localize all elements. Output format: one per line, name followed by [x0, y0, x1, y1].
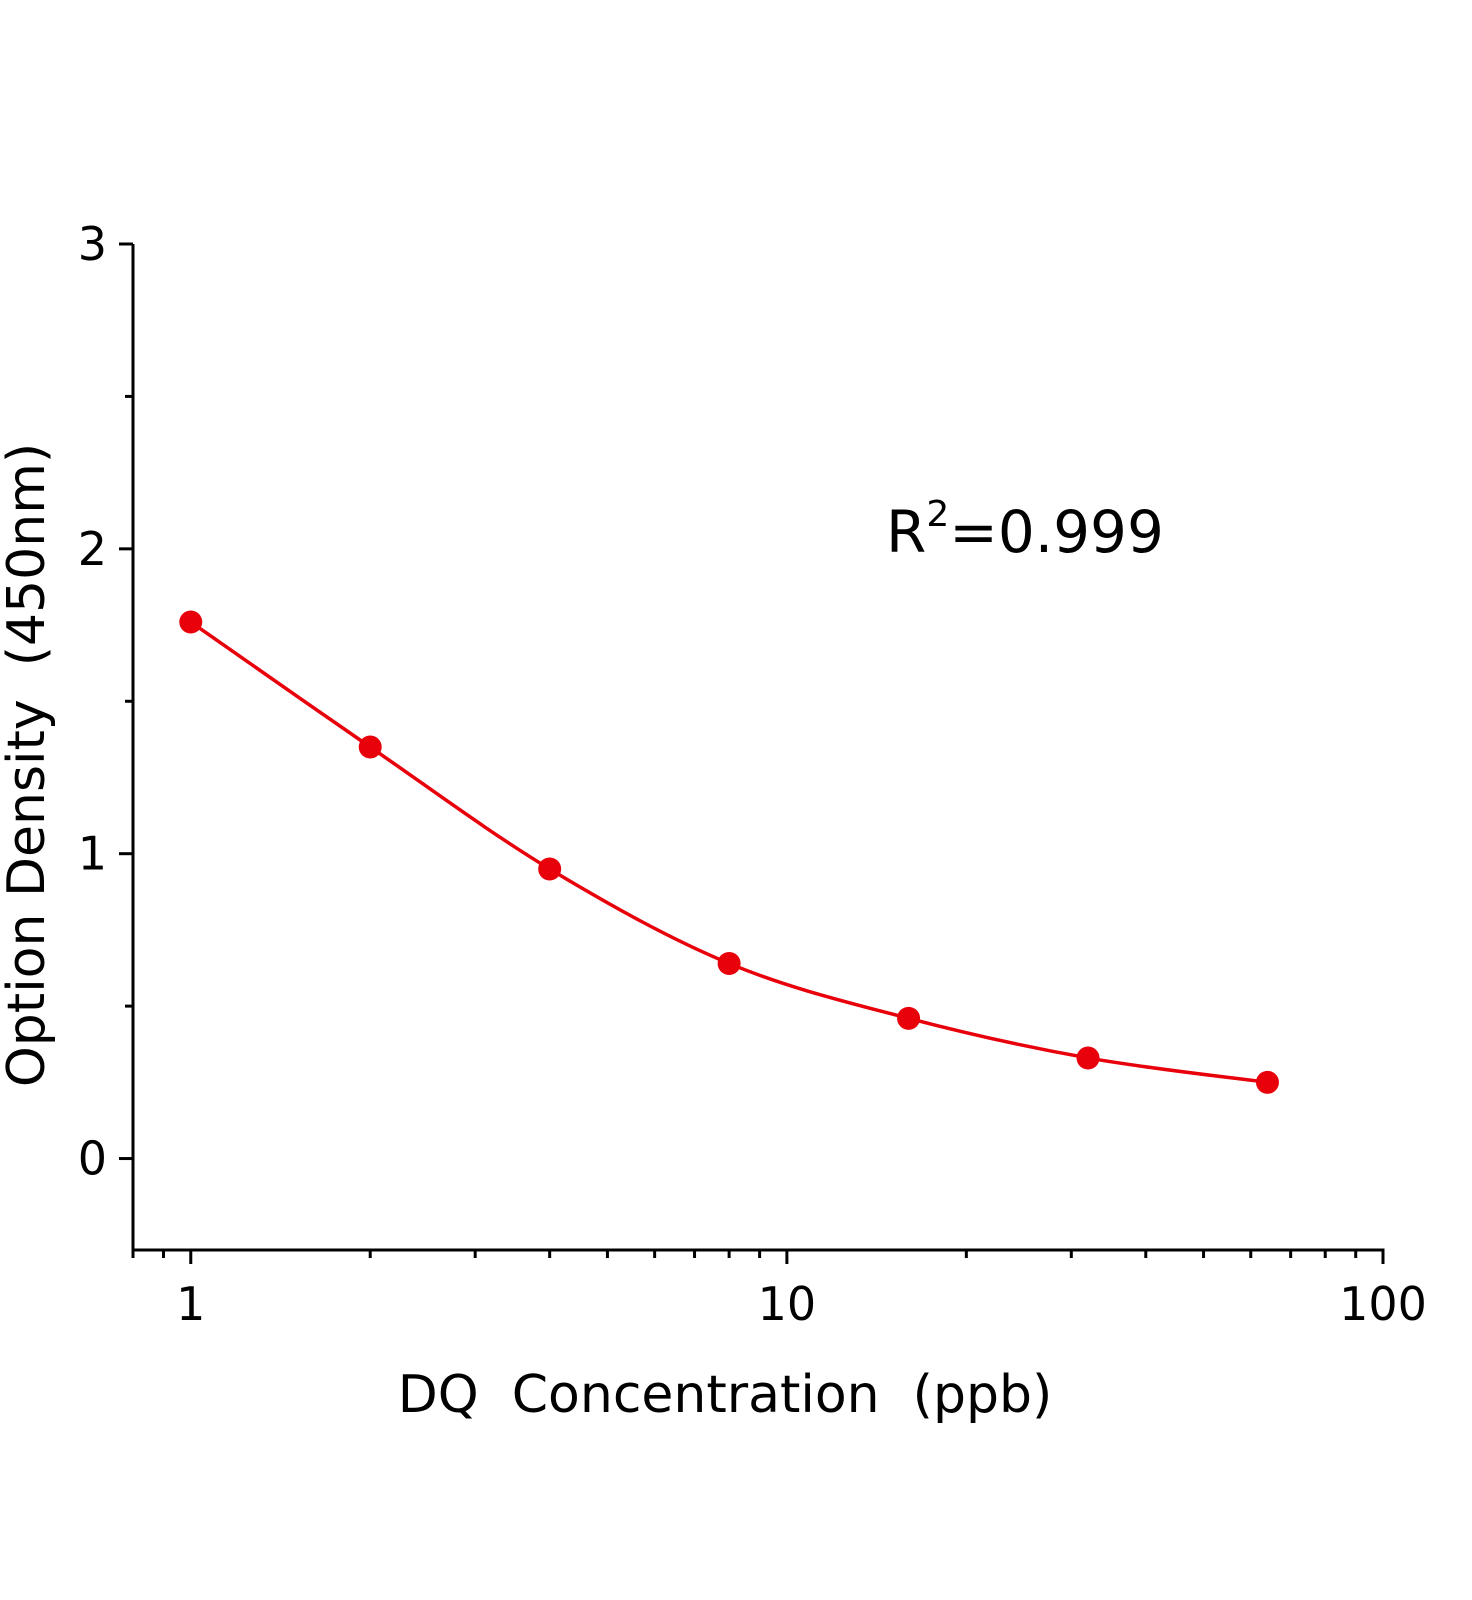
y-tick-label: 0 [78, 1132, 107, 1186]
point [1076, 1046, 1100, 1070]
annotation-sup: 2 [926, 494, 949, 535]
x-tick-label: 1 [176, 1277, 205, 1331]
point [897, 1006, 921, 1030]
y-tick-label: 3 [78, 217, 107, 271]
point [1255, 1070, 1279, 1094]
x-tick-label: 10 [758, 1277, 817, 1331]
point [538, 857, 562, 881]
y-axis-title: Option Density (450nm) [0, 443, 57, 1087]
annotation-rest: =0.999 [949, 498, 1164, 566]
y-tick-label: 1 [78, 827, 107, 881]
point [717, 951, 741, 975]
x-axis-title: DQ Concentration (ppb) [398, 1365, 1053, 1425]
fit-curve [189, 620, 1268, 1085]
point [358, 735, 382, 759]
x-tick-label: 100 [1339, 1277, 1427, 1331]
point [179, 610, 203, 634]
annotation-base: R [886, 498, 926, 566]
annotation: R2=0.999 [886, 494, 1164, 566]
y-tick-label: 2 [78, 522, 107, 576]
